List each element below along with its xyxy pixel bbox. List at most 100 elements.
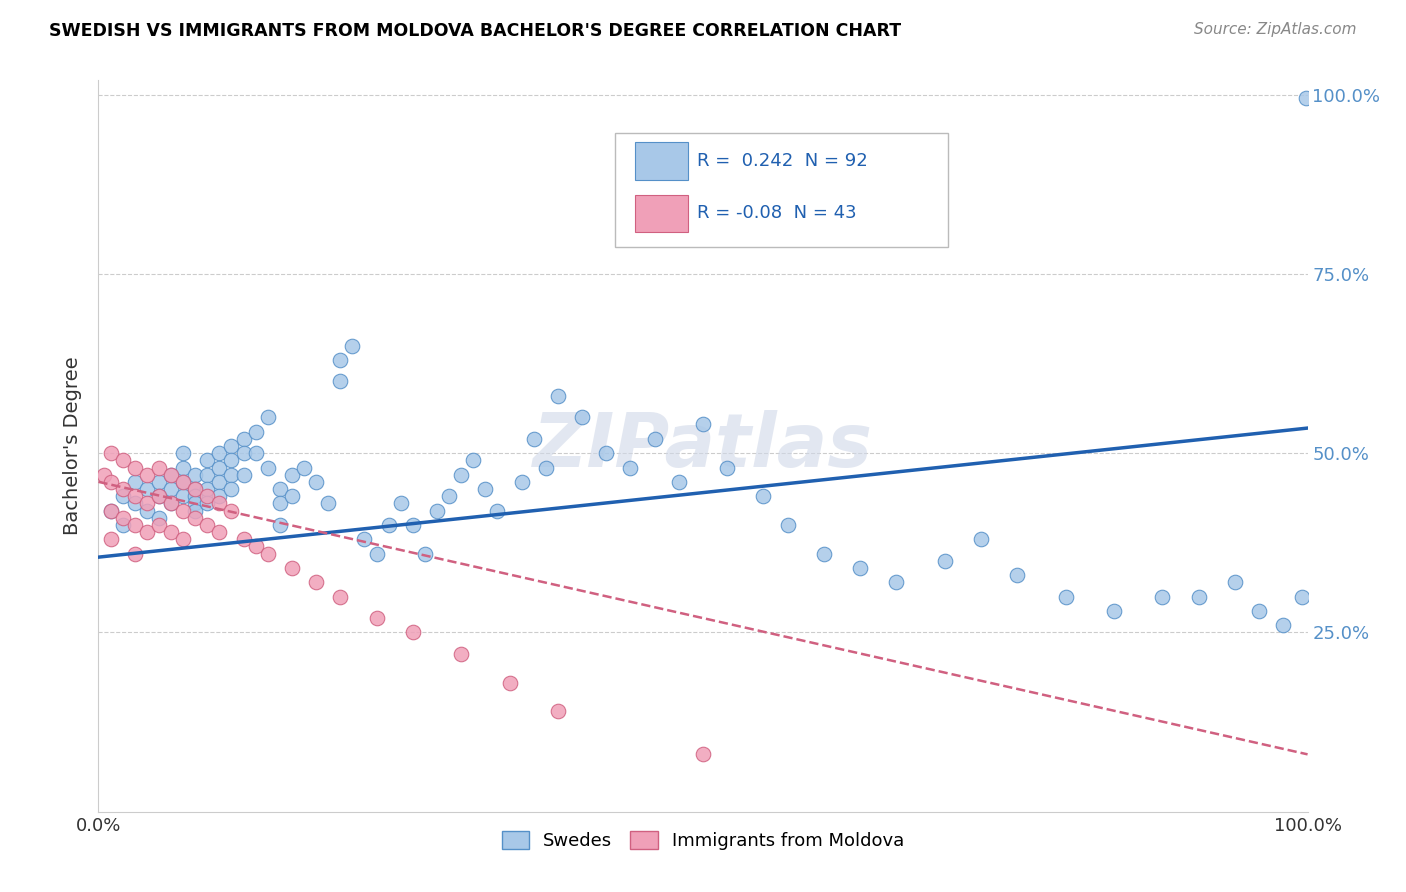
Point	[160, 496, 183, 510]
Point	[245, 446, 267, 460]
Point	[111, 453, 134, 467]
Point	[221, 467, 243, 482]
Point	[886, 575, 908, 590]
Point	[135, 496, 157, 510]
Point	[172, 503, 194, 517]
Point	[342, 338, 364, 352]
Point	[498, 675, 520, 690]
Point	[148, 489, 170, 503]
Point	[195, 453, 218, 467]
Point	[111, 489, 134, 503]
Point	[148, 460, 170, 475]
Point	[547, 704, 569, 718]
Point	[172, 460, 194, 475]
Point	[100, 475, 122, 489]
Point	[281, 467, 304, 482]
Point	[692, 417, 714, 432]
Point	[111, 482, 134, 496]
Point	[160, 467, 183, 482]
Point	[523, 432, 546, 446]
Point	[450, 467, 472, 482]
Point	[353, 533, 375, 547]
Point	[221, 482, 243, 496]
Point	[245, 425, 267, 439]
Legend: Swedes, Immigrants from Moldova: Swedes, Immigrants from Moldova	[502, 830, 904, 850]
Point	[245, 540, 267, 554]
Point	[124, 496, 146, 510]
Point	[256, 410, 278, 425]
Point	[195, 482, 218, 496]
Point	[160, 524, 183, 539]
Point	[269, 496, 291, 510]
Point	[221, 453, 243, 467]
Point	[184, 496, 207, 510]
Point	[281, 561, 304, 575]
Point	[208, 496, 231, 510]
Point	[184, 482, 207, 496]
Point	[221, 439, 243, 453]
Point	[124, 460, 146, 475]
Point	[402, 625, 425, 640]
Point	[1295, 91, 1317, 105]
Point	[510, 475, 533, 489]
Point	[148, 517, 170, 532]
Point	[100, 503, 122, 517]
Point	[232, 446, 254, 460]
Point	[172, 446, 194, 460]
Point	[100, 446, 122, 460]
Point	[486, 503, 509, 517]
Point	[534, 460, 557, 475]
Point	[402, 517, 425, 532]
Point	[135, 482, 157, 496]
Point	[776, 517, 799, 532]
Point	[316, 496, 339, 510]
Point	[100, 503, 122, 517]
Point	[329, 375, 352, 389]
Point	[813, 547, 835, 561]
Point	[232, 533, 254, 547]
Point	[111, 510, 134, 524]
Point	[934, 554, 956, 568]
Point	[269, 482, 291, 496]
Point	[184, 510, 207, 524]
Point	[172, 475, 194, 489]
Point	[668, 475, 690, 489]
Point	[450, 647, 472, 661]
Point	[148, 489, 170, 503]
Point	[1223, 575, 1246, 590]
Y-axis label: Bachelor's Degree: Bachelor's Degree	[63, 357, 83, 535]
Point	[195, 467, 218, 482]
Point	[148, 475, 170, 489]
Point	[172, 489, 194, 503]
Point	[232, 467, 254, 482]
Point	[208, 475, 231, 489]
Point	[184, 503, 207, 517]
Point	[208, 524, 231, 539]
Point	[547, 389, 569, 403]
Text: R =  0.242  N = 92: R = 0.242 N = 92	[697, 152, 868, 169]
FancyBboxPatch shape	[636, 143, 689, 180]
Point	[329, 353, 352, 368]
Point	[463, 453, 485, 467]
Point	[389, 496, 412, 510]
Point	[1007, 568, 1029, 582]
Point	[692, 747, 714, 762]
Point	[474, 482, 496, 496]
Point	[426, 503, 449, 517]
FancyBboxPatch shape	[636, 195, 689, 233]
Point	[366, 611, 388, 625]
FancyBboxPatch shape	[614, 133, 949, 247]
Point	[1249, 604, 1271, 618]
Point	[437, 489, 460, 503]
Point	[1272, 618, 1295, 632]
Point	[208, 489, 231, 503]
Point	[160, 496, 183, 510]
Text: SWEDISH VS IMMIGRANTS FROM MOLDOVA BACHELOR'S DEGREE CORRELATION CHART: SWEDISH VS IMMIGRANTS FROM MOLDOVA BACHE…	[49, 22, 901, 40]
Point	[184, 489, 207, 503]
Point	[195, 517, 218, 532]
Point	[377, 517, 399, 532]
Point	[305, 575, 328, 590]
Point	[256, 547, 278, 561]
Point	[135, 524, 157, 539]
Point	[1291, 590, 1313, 604]
